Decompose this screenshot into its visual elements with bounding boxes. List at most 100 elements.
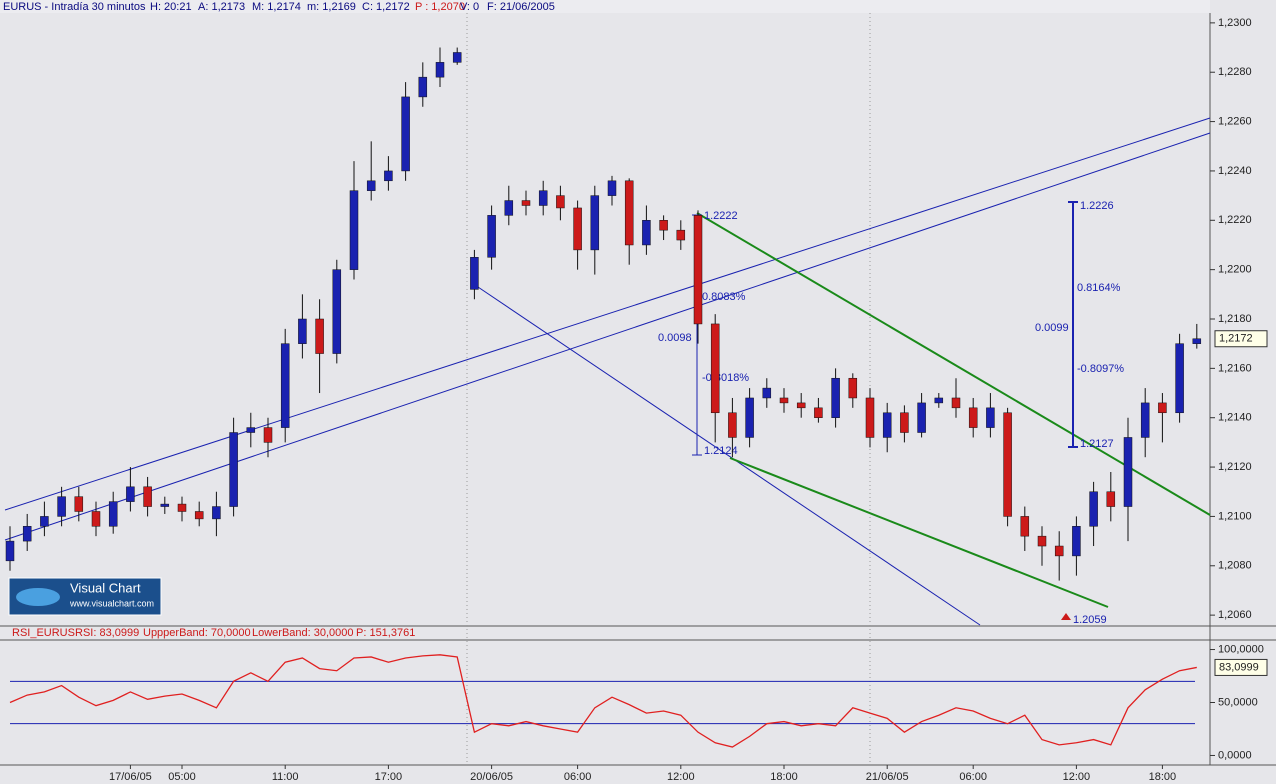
candle-body <box>1123 437 1133 507</box>
y-tick-label: 1,2160 <box>1218 362 1252 374</box>
candle-body <box>624 180 634 246</box>
logo-icon <box>16 588 60 606</box>
header-text: V: 0 <box>460 1 479 13</box>
candle-body <box>762 387 772 399</box>
header-bar <box>0 0 1210 13</box>
candle-body <box>1003 412 1012 517</box>
x-tick-label: 12:00 <box>667 771 695 783</box>
candle-body <box>487 215 496 258</box>
candle-body <box>40 516 49 527</box>
candle-body <box>160 503 170 507</box>
candle-body <box>332 269 342 354</box>
annotation: -0.8097% <box>1077 363 1124 375</box>
header-text: A: 1,2173 <box>198 1 245 13</box>
y-tick-label: 1,2080 <box>1218 560 1252 572</box>
candle-body <box>504 200 514 216</box>
trend-line <box>474 284 981 626</box>
x-tick-label: 06:00 <box>564 771 592 783</box>
y-tick-label: 0,0000 <box>1218 749 1252 761</box>
candle-body <box>900 412 909 433</box>
candle-body <box>143 486 152 507</box>
candle-body <box>986 407 995 428</box>
annotation: 0.8083% <box>702 291 746 303</box>
y-tick-label: 1,2280 <box>1218 66 1252 78</box>
x-tick-label: 17/06/05 <box>109 771 152 783</box>
candle-body <box>1192 338 1202 344</box>
annotation: 1.2127 <box>1080 438 1114 450</box>
last-value-label: 1,2172 <box>1219 333 1253 345</box>
logo-url: www.visualchart.com <box>69 598 154 608</box>
candle-body <box>745 397 754 438</box>
header-text: C: 1,2172 <box>362 1 410 13</box>
candle-body <box>1020 516 1030 537</box>
annotation: 0.0099 <box>1035 322 1069 334</box>
x-tick-label: 11:00 <box>272 771 299 783</box>
header-text: m: 1,2169 <box>307 1 356 13</box>
candle-body <box>91 511 101 527</box>
candle-body <box>1140 402 1150 438</box>
candle-body <box>590 195 600 251</box>
candle-body <box>814 407 823 418</box>
candle-body <box>573 207 582 251</box>
last-value-label: 83,0999 <box>1219 661 1259 673</box>
logo-text: Visual Chart <box>70 580 141 595</box>
candle-body <box>349 190 359 270</box>
candle-body <box>229 432 238 507</box>
candle-body <box>968 407 978 428</box>
x-tick-label: 20/06/05 <box>470 771 513 783</box>
rsi-header: P: 151,3761 <box>356 627 415 639</box>
rsi-header: RSI: 83,0999 <box>75 627 139 639</box>
candle-body <box>5 540 15 562</box>
candle-body <box>126 486 135 502</box>
header-text: F: 21/06/2005 <box>487 1 555 13</box>
candle-body <box>865 397 875 438</box>
annotation: 1.2222 <box>704 210 738 222</box>
candle-body <box>401 96 410 172</box>
candle-body <box>194 511 204 520</box>
candle-body <box>22 526 32 542</box>
rsi-line <box>9 654 1197 748</box>
header-text: M: 1,2174 <box>252 1 301 13</box>
candle-body <box>74 496 84 512</box>
candle-body <box>384 170 393 182</box>
annotation: -0.8018% <box>702 372 749 384</box>
candle-body <box>246 427 256 433</box>
candle-body <box>1106 491 1116 507</box>
annotation: 0.8164% <box>1077 282 1121 294</box>
y-tick-label: 1,2120 <box>1218 461 1252 473</box>
y-tick-label: 1,2180 <box>1218 313 1252 325</box>
candle-body <box>1089 491 1098 527</box>
candle-body <box>934 397 944 404</box>
x-tick-label: 17:00 <box>375 771 403 783</box>
candle-body <box>280 343 290 428</box>
candle-body <box>1072 526 1081 557</box>
x-tick-label: 18:00 <box>1149 771 1177 783</box>
x-tick-label: 05:00 <box>168 771 196 783</box>
rsi-header: LowerBand: 30,0000 <box>252 627 354 639</box>
y-tick-label: 1,2100 <box>1218 510 1252 522</box>
candle-body <box>366 180 376 191</box>
candle-body <box>951 397 961 409</box>
candle-body <box>538 190 548 206</box>
candle-body <box>1054 545 1064 557</box>
last-value-box <box>1214 658 1268 676</box>
x-tick-label: 21/06/05 <box>866 771 909 783</box>
y-tick-label: 1,2140 <box>1218 412 1252 424</box>
trend-line <box>4 117 1211 511</box>
candle-body <box>435 62 445 78</box>
candle-body <box>607 180 617 196</box>
candle-body <box>831 377 840 418</box>
candle-body <box>263 427 273 443</box>
annotation: 0.0098 <box>658 332 692 344</box>
candle-body <box>917 402 926 433</box>
candle-body <box>659 220 668 231</box>
candle-body <box>779 397 789 404</box>
header-text: H: 20:21 <box>150 1 192 13</box>
candle-body <box>1037 535 1047 547</box>
x-tick-label: 18:00 <box>770 771 798 783</box>
annotation: 1.2226 <box>1080 200 1114 212</box>
y-tick-label: 100,0000 <box>1218 643 1264 655</box>
candle-body <box>693 215 703 325</box>
